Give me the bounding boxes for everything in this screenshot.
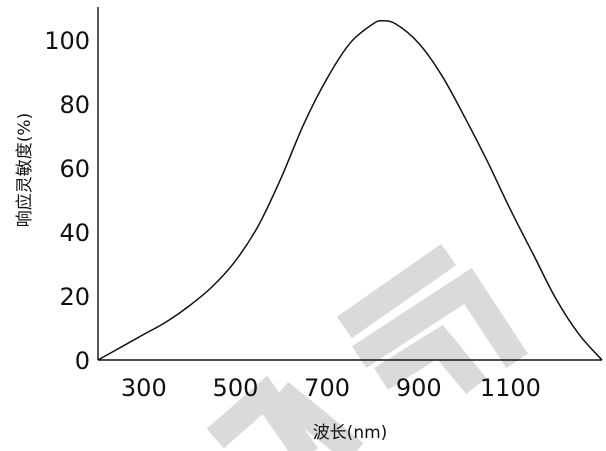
y-tick-label: 60	[59, 155, 90, 183]
y-tick-label: 20	[59, 283, 90, 311]
y-tick-label: 80	[59, 91, 90, 119]
x-tick-label: 300	[121, 374, 167, 402]
response-curve	[97, 20, 603, 361]
x-tick-label: 1100	[480, 374, 541, 402]
y-tick-label: 100	[44, 27, 90, 55]
y-tick-label: 0	[75, 347, 90, 375]
x-axis-title: 波长(nm)	[313, 423, 388, 443]
x-tick-label: 500	[213, 374, 259, 402]
y-tick-label: 40	[59, 219, 90, 247]
x-tick-label: 900	[396, 374, 442, 402]
x-tick-label: 700	[304, 374, 350, 402]
watermark	[206, 243, 529, 451]
y-axis-title: 响应灵敏度(%)	[15, 113, 35, 227]
